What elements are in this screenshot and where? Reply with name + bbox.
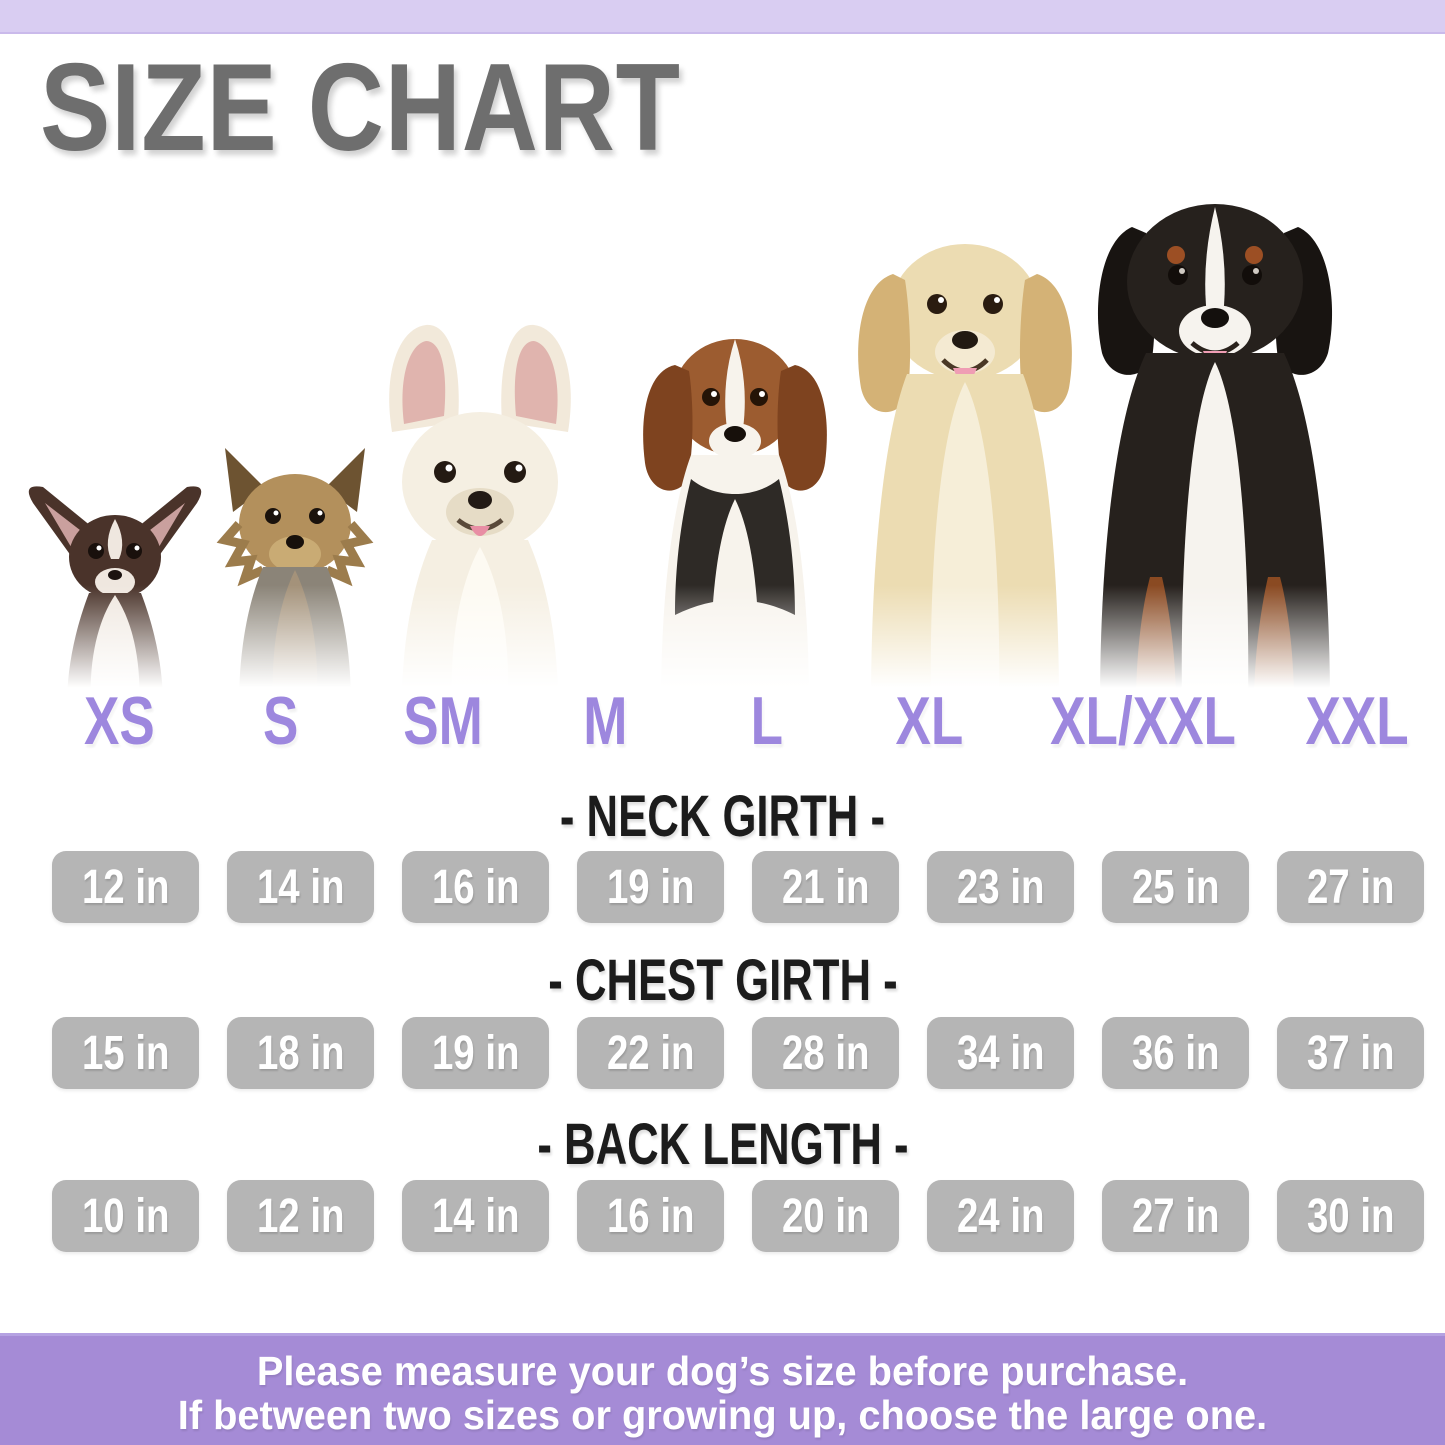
measurement-badge: 36 in (1102, 1017, 1249, 1089)
measurement-badge: 18 in (227, 1017, 374, 1089)
size-label: XL (895, 683, 963, 759)
page-title: SIZE CHART (40, 46, 794, 170)
page-title-text: SIZE CHART (40, 39, 681, 177)
size-label: SM (403, 683, 483, 759)
measurement-badge: 14 in (402, 1180, 549, 1252)
measurement-badge: 28 in (752, 1017, 899, 1089)
measurement-badge: 24 in (927, 1180, 1074, 1252)
measurement-badge: 22 in (577, 1017, 724, 1089)
size-label-row: XS S SM M L XL XL/XXL XXL (52, 686, 1424, 756)
measurement-badge: 10 in (52, 1180, 199, 1252)
size-label: XS (83, 683, 155, 759)
measurement-badge: 12 in (227, 1180, 374, 1252)
measurement-badge: 27 in (1102, 1180, 1249, 1252)
footer-line-1: Please measure your dog’s size before pu… (256, 1348, 1189, 1394)
measurement-badge: 20 in (752, 1180, 899, 1252)
size-label: XXL (1305, 683, 1409, 759)
measurement-badge: 27 in (1277, 851, 1424, 923)
section-title-neck-girth: - NECK GIRTH - (559, 782, 886, 849)
chest-girth-badge-row: 15 in 18 in 19 in 22 in 28 in 34 in 36 i… (52, 1017, 1424, 1089)
measurement-badge: 14 in (227, 851, 374, 923)
section-title-back-length: - BACK LENGTH - (536, 1110, 909, 1177)
size-label: XL/XXL (1050, 683, 1236, 759)
measurement-badge: 16 in (402, 851, 549, 923)
section-title-chest-girth: - CHEST GIRTH - (547, 946, 898, 1013)
measurement-badge: 19 in (402, 1017, 549, 1089)
measurement-badge: 34 in (927, 1017, 1074, 1089)
size-label: S (263, 683, 299, 759)
measurement-badge: 15 in (52, 1017, 199, 1089)
measurement-badge: 19 in (577, 851, 724, 923)
measurement-badge: 21 in (752, 851, 899, 923)
measurement-badge: 12 in (52, 851, 199, 923)
dog-row-fade-overlay (0, 585, 1445, 710)
size-label: M (582, 683, 628, 759)
footer-banner: Please measure your dog’s size before pu… (0, 1333, 1445, 1445)
size-label: L (750, 683, 784, 759)
footer-line-2: If between two sizes or growing up, choo… (177, 1392, 1268, 1438)
back-length-badge-row: 10 in 12 in 14 in 16 in 20 in 24 in 27 i… (52, 1180, 1424, 1252)
measurement-badge: 23 in (927, 851, 1074, 923)
top-border-strip (0, 0, 1445, 34)
measurement-badge: 25 in (1102, 851, 1249, 923)
measurement-badge: 37 in (1277, 1017, 1424, 1089)
measurement-badge: 16 in (577, 1180, 724, 1252)
measurement-badge: 30 in (1277, 1180, 1424, 1252)
neck-girth-badge-row: 12 in 14 in 16 in 19 in 21 in 23 in 25 i… (52, 851, 1424, 923)
